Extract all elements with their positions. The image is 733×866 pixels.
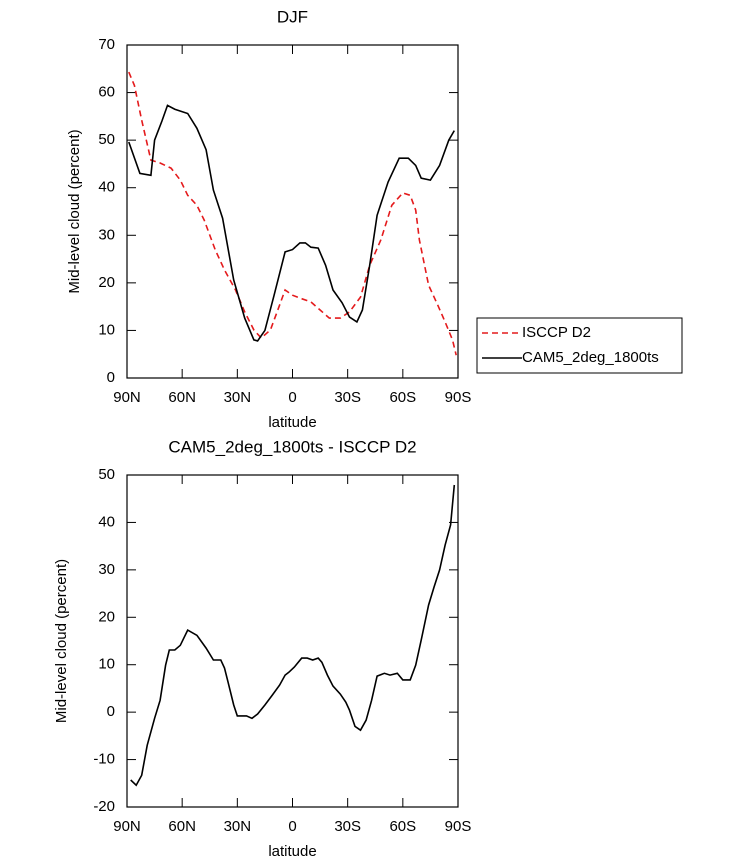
- data-line: [130, 484, 456, 787]
- data-line: [128, 71, 457, 356]
- x-tick-label: 90S: [445, 389, 472, 406]
- y-tick-label: 20: [98, 608, 115, 625]
- legend-label: ISCCP D2: [522, 324, 591, 341]
- y-tick-label: 10: [98, 656, 115, 673]
- x-tick-label: 90N: [113, 389, 141, 406]
- x-axis-label: latitude: [268, 843, 316, 860]
- y-axis-label: Mid-level cloud (percent): [53, 559, 70, 723]
- y-tick-label: 30: [98, 561, 115, 578]
- chart-title: CAM5_2deg_1800ts - ISCCP D2: [168, 437, 416, 456]
- x-tick-label: 0: [288, 389, 296, 406]
- plot-frame: [126, 44, 459, 379]
- data-line: [128, 104, 455, 342]
- x-tick-label: 60N: [168, 818, 196, 835]
- legend-box: [476, 317, 683, 374]
- y-tick-label: -10: [93, 751, 115, 768]
- y-tick-label: 40: [98, 513, 115, 530]
- y-axis-label: Mid-level cloud (percent): [66, 129, 83, 293]
- y-tick-label: 40: [98, 179, 115, 196]
- y-tick-label: 50: [98, 466, 115, 483]
- x-tick-label: 90N: [113, 818, 141, 835]
- x-tick-label: 30S: [334, 818, 361, 835]
- y-tick-label: 50: [98, 131, 115, 148]
- y-tick-label: 20: [98, 274, 115, 291]
- y-tick-label: 70: [98, 36, 115, 53]
- chart-title: DJF: [277, 7, 308, 26]
- x-tick-label: 60S: [389, 389, 416, 406]
- x-tick-label: 30N: [224, 818, 252, 835]
- x-tick-label: 30N: [224, 389, 252, 406]
- legend-label: CAM5_2deg_1800ts: [522, 349, 659, 366]
- x-tick-label: 90S: [445, 818, 472, 835]
- x-tick-label: 30S: [334, 389, 361, 406]
- y-tick-label: 30: [98, 226, 115, 243]
- y-tick-label: 10: [98, 321, 115, 338]
- y-tick-label: 0: [107, 703, 115, 720]
- chart: CAM5_2deg_1800ts - ISCCP D2 latitude Mid-l…: [53, 437, 471, 859]
- x-tick-label: 60N: [168, 389, 196, 406]
- x-axis-label: latitude: [268, 414, 316, 431]
- x-tick-label: 60S: [389, 818, 416, 835]
- y-tick-label: -20: [93, 798, 115, 815]
- y-tick-label: 60: [98, 84, 115, 101]
- chart: DJF latitude Mid-level cloud (percent) 0 10 2…: [66, 7, 683, 431]
- x-tick-label: 0: [288, 818, 296, 835]
- plot-frame: [126, 474, 459, 808]
- y-tick-label: 0: [107, 369, 115, 386]
